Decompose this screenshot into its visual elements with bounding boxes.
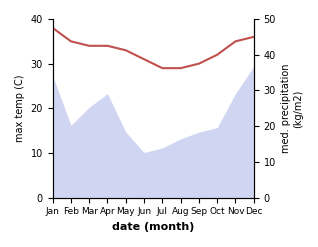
Y-axis label: med. precipitation
(kg/m2): med. precipitation (kg/m2) [281, 64, 303, 153]
Y-axis label: max temp (C): max temp (C) [15, 75, 25, 142]
X-axis label: date (month): date (month) [112, 222, 194, 232]
